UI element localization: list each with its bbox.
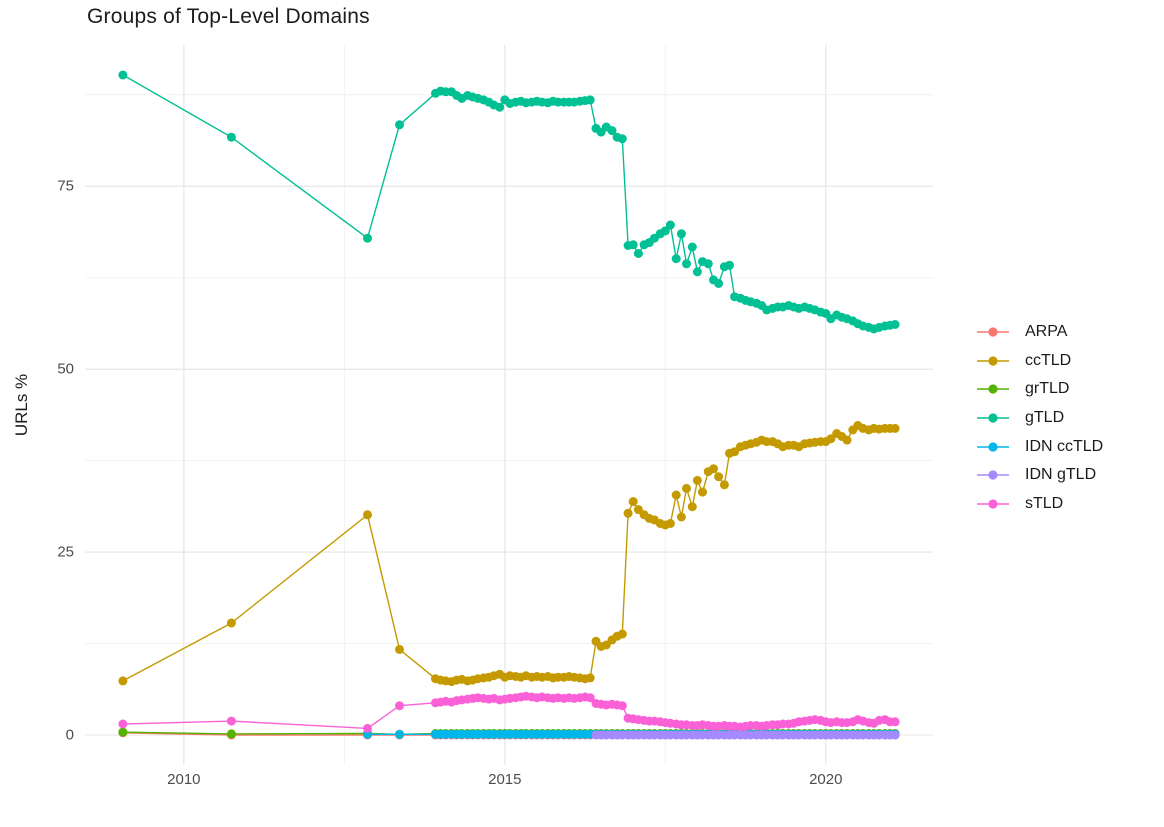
y-axis-title-container: URLs % [0,45,44,765]
legend-item-gtld: gTLD [976,404,1103,433]
legend-key-icon [977,499,1009,509]
legend-item-grtld: grTLD [976,375,1103,404]
legend-label: gTLD [1025,409,1065,427]
legend-label: IDN gTLD [1025,466,1097,484]
plot-panel [85,45,933,765]
legend-key-icon [977,356,1009,366]
legend-item-idn-cctld: IDN ccTLD [976,432,1103,461]
y-tick-label: 75 [57,177,74,195]
legend-item-cctld: ccTLD [976,347,1103,376]
y-tick-label: 50 [57,360,74,378]
series-line-gtld [122,74,896,330]
y-tick-label: 25 [57,543,74,561]
legend-key-icon [977,442,1009,452]
gridlines-major [85,45,933,765]
x-tick-label: 2010 [167,771,201,788]
legend-key-icon [977,470,1009,480]
legend-item-idn-gtld: IDN gTLD [976,461,1103,490]
legend-item-arpa: ARPA [976,318,1103,347]
legend-key-icon [977,327,1009,337]
legend-item-stld: sTLD [976,490,1103,519]
series-points-cctld [118,421,900,687]
legend-label: IDN ccTLD [1025,437,1104,455]
y-axis-title: URLs % [12,373,32,437]
legend: ARPA ccTLD grTLD gTLD IDN ccTLD IDN gTLD sTLD [976,318,1103,518]
y-tick-label: 0 [65,726,74,744]
series-points-stld [118,691,900,733]
series-points-idn-gtld [591,730,900,740]
legend-label: sTLD [1025,494,1064,512]
legend-key-icon [977,384,1009,395]
legend-label: ccTLD [1025,351,1072,369]
series-points-gtld [118,70,900,334]
x-tick-label: 2015 [488,771,522,788]
chart-title: Groups of Top-Level Domains [87,5,370,28]
legend-label: grTLD [1025,380,1070,398]
legend-label: ARPA [1025,323,1068,341]
gridlines-minor [85,45,933,765]
legend-key-icon [977,413,1009,423]
x-tick-label: 2020 [809,771,843,788]
